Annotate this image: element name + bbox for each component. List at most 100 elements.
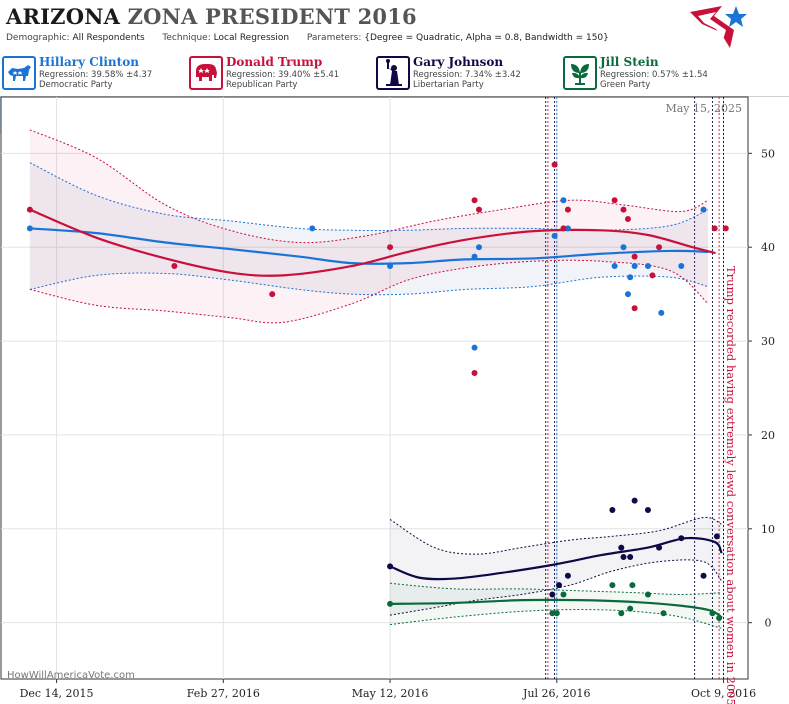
confidence-band-stein: [390, 583, 722, 629]
poll-point-stein: [560, 591, 567, 598]
poll-point-trump: [471, 197, 478, 204]
poll-point-trump: [631, 253, 638, 260]
poll-point-clinton: [475, 244, 482, 251]
poll-point-trump: [171, 262, 178, 269]
y-tick-label: 50: [761, 147, 775, 160]
parameters-line: Demographic: All Respondents Technique: …: [6, 33, 609, 43]
poll-point-johnson: [700, 572, 707, 579]
upper-bound-johnson: [389, 516, 722, 555]
poll-point-johnson: [387, 563, 394, 570]
poll-point-johnson: [713, 533, 720, 540]
plant-icon: [563, 56, 597, 90]
y-tick-label: 20: [761, 429, 775, 442]
poll-point-stein: [644, 591, 651, 598]
demographic-label: Demographic:: [6, 33, 70, 43]
poll-point-trump: [560, 225, 567, 232]
candidate-name: Jill Stein: [600, 55, 659, 69]
upper-bound-trump: [29, 129, 709, 244]
poll-point-trump: [711, 225, 718, 232]
confidence-band-johnson: [390, 517, 722, 616]
poll-point-trump: [631, 305, 638, 312]
x-tick-label: Dec 14, 2015: [20, 687, 94, 700]
poll-point-stein: [660, 610, 667, 617]
poll-point-johnson: [678, 535, 685, 542]
y-tick-label: 0: [765, 617, 772, 630]
title-race: ZONA PRESIDENT 2016: [127, 4, 417, 29]
upper-bound-stein: [390, 582, 722, 596]
poll-point-clinton: [471, 253, 478, 260]
y-axis: 0 10 20 30 40 50: [748, 147, 775, 630]
upper-bound-clinton: [29, 162, 709, 232]
poll-point-clinton: [471, 344, 478, 351]
poll-point-trump: [656, 244, 663, 251]
lower-bound-clinton: [29, 272, 709, 296]
poll-point-trump: [26, 206, 33, 213]
candidate-party: Democratic Party: [39, 80, 113, 90]
poll-point-clinton: [678, 262, 685, 269]
poll-point-johnson: [618, 544, 625, 551]
watermark-text: HowWillAmericaVote.com: [7, 670, 135, 681]
candidate-party: Green Party: [600, 80, 651, 90]
candidate-legend: Hillary Clinton Regression: 39.58% ±4.37…: [0, 52, 789, 94]
poll-point-trump: [649, 272, 656, 279]
candidate-name: Gary Johnson: [413, 55, 504, 69]
poll-point-johnson: [627, 553, 634, 560]
trend-line-johnson: [388, 536, 723, 581]
poll-point-clinton: [26, 225, 33, 232]
confidence-bands: [29, 129, 722, 629]
poll-point-stein: [618, 610, 625, 617]
regression-lines: [28, 208, 723, 619]
candidate-regression: Regression: 0.57% ±1.54: [600, 70, 708, 80]
y-tick-label: 40: [761, 241, 775, 254]
page-title: ARIZONA ZONA PRESIDENT 2016: [6, 4, 417, 29]
poll-point-johnson: [549, 591, 556, 598]
poll-point-johnson: [644, 507, 651, 514]
legend-item-johnson: Gary Johnson Regression: 7.34% ±3.42 Lib…: [374, 54, 560, 92]
poll-chart: 0 10 20 30 40 50 Dec 14, 2015 Feb 27, 2016 May …: [0, 96, 789, 704]
candidate-name: Donald Trump: [226, 55, 323, 69]
title-state: ARIZONA: [6, 4, 121, 29]
candidate-regression: Regression: 39.40% ±5.41: [226, 70, 340, 80]
poll-point-johnson: [564, 572, 571, 579]
date-label: May 15, 2025: [665, 102, 742, 115]
confidence-band-clinton: [29, 162, 708, 295]
parameters-label: Parameters:: [306, 33, 362, 43]
poll-point-johnson: [609, 507, 616, 514]
technique-value: Local Regression: [213, 33, 290, 43]
poll-point-clinton: [644, 262, 651, 269]
candidate-name: Hillary Clinton: [39, 55, 139, 69]
poll-point-trump: [624, 216, 631, 223]
poll-point-johnson: [656, 544, 663, 551]
chart-header: ARIZONA ZONA PRESIDENT 2016 Demographic:…: [0, 0, 789, 52]
poll-point-trump: [471, 369, 478, 376]
legend-item-trump: Donald Trump Regression: 39.40% ±5.41 Re…: [187, 54, 373, 92]
poll-point-johnson: [631, 497, 638, 504]
poll-point-trump: [269, 291, 276, 298]
legend-item-stein: Jill Stein Regression: 0.57% ±1.54 Green…: [561, 54, 747, 92]
site-logo-icon: [690, 6, 747, 48]
poll-point-trump: [620, 206, 627, 213]
poll-point-clinton: [611, 262, 618, 269]
poll-point-clinton: [700, 206, 707, 213]
trend-line-stein: [388, 598, 723, 619]
poll-points: [26, 161, 729, 621]
candidate-party: Republican Party: [226, 80, 298, 90]
statue-of-liberty-icon: [376, 56, 410, 90]
poll-point-clinton: [620, 244, 627, 251]
lower-bound-stein: [390, 609, 722, 629]
plot-frame: [0, 96, 749, 680]
trend-line-clinton: [28, 227, 710, 265]
poll-point-stein: [709, 610, 716, 617]
poll-point-clinton: [627, 274, 634, 281]
poll-point-trump: [722, 225, 729, 232]
poll-point-trump: [551, 161, 558, 168]
poll-point-clinton: [387, 262, 394, 269]
demographic-value: All Respondents: [72, 33, 145, 43]
poll-point-clinton: [309, 225, 316, 232]
x-axis: Dec 14, 2015 Feb 27, 2016 May 12, 2016 Jul …: [20, 679, 756, 700]
event-lines: [545, 97, 724, 679]
poll-point-stein: [609, 582, 616, 589]
plot-area: [0, 96, 749, 680]
poll-point-johnson: [620, 553, 627, 560]
poll-point-stein: [549, 610, 556, 617]
